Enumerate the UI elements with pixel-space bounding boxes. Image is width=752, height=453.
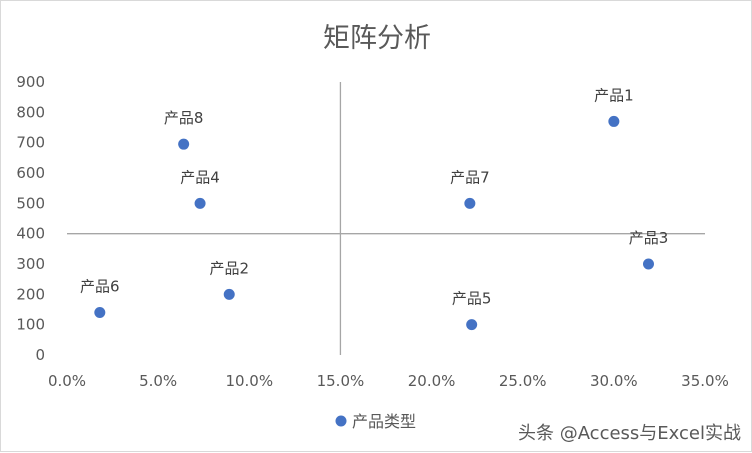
- x-tick-label: 10.0%: [225, 372, 273, 390]
- y-tick-label: 100: [16, 316, 45, 334]
- x-tick-label: 35.0%: [681, 372, 729, 390]
- data-label: 产品5: [452, 290, 492, 308]
- watermark-text: 头条 @Access与Excel实战: [518, 423, 741, 444]
- quadrant-lines: [67, 82, 705, 355]
- y-tick-label: 600: [16, 164, 45, 182]
- x-tick-label: 30.0%: [590, 372, 638, 390]
- data-labels: 产品1 产品2 产品3 产品4 产品5 产品6 产品7 产品8: [80, 86, 668, 307]
- data-points: [94, 115, 654, 331]
- y-tick-label: 700: [16, 134, 45, 152]
- y-axis-ticks: 0 100 200 300 400 500 600 700 800 900: [16, 73, 45, 364]
- data-point: [608, 115, 620, 127]
- data-point: [223, 288, 235, 300]
- x-tick-label: 25.0%: [499, 372, 547, 390]
- y-tick-label: 500: [16, 194, 45, 212]
- data-label: 产品4: [180, 168, 220, 186]
- y-tick-label: 900: [16, 73, 45, 91]
- x-tick-label: 15.0%: [317, 372, 365, 390]
- y-tick-label: 400: [16, 225, 45, 243]
- x-axis-ticks: 0.0% 5.0% 10.0% 15.0% 20.0% 25.0% 30.0% 35.0%: [48, 372, 729, 390]
- data-point: [94, 307, 106, 319]
- x-tick-label: 20.0%: [408, 372, 456, 390]
- y-tick-label: 800: [16, 103, 45, 121]
- data-label: 产品2: [209, 259, 249, 277]
- y-tick-label: 0: [35, 346, 45, 364]
- x-tick-label: 5.0%: [139, 372, 177, 390]
- y-tick-label: 200: [16, 285, 45, 303]
- data-point: [466, 319, 478, 331]
- legend: 产品类型: [335, 412, 416, 431]
- legend-marker: [335, 415, 347, 427]
- data-point: [464, 197, 476, 209]
- data-point: [194, 197, 206, 209]
- data-label: 产品8: [164, 109, 204, 127]
- data-point: [178, 138, 190, 150]
- data-label: 产品7: [450, 168, 490, 186]
- legend-label: 产品类型: [352, 412, 416, 431]
- x-tick-label: 0.0%: [48, 372, 86, 390]
- data-point: [642, 258, 654, 270]
- y-tick-label: 300: [16, 255, 45, 273]
- chart-title: 矩阵分析: [323, 23, 431, 54]
- data-label: 产品6: [80, 278, 120, 296]
- data-label: 产品3: [629, 229, 669, 247]
- data-label: 产品1: [594, 86, 634, 104]
